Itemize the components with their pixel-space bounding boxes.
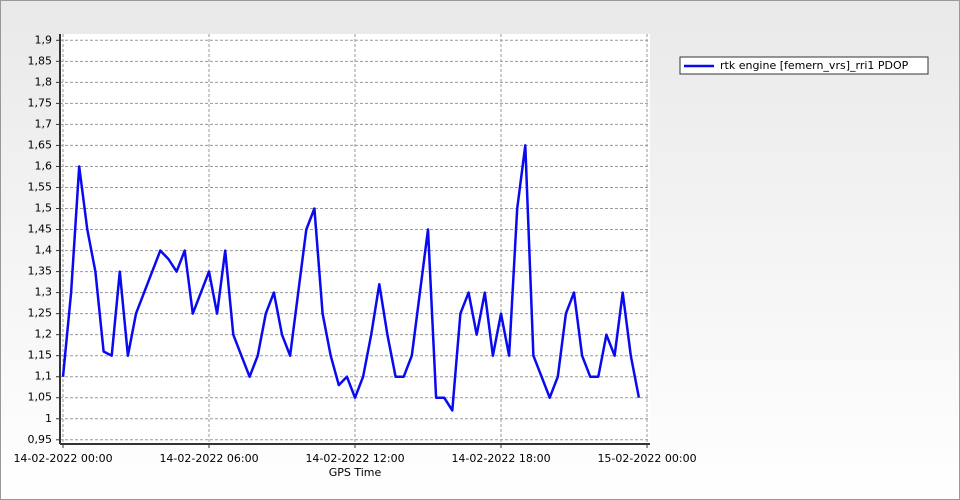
y-tick-label: 1,85: [28, 54, 53, 67]
y-tick-label: 1,6: [35, 159, 53, 172]
y-tick-label: 1,45: [28, 223, 53, 236]
y-tick-label: 1,4: [35, 244, 53, 257]
data-line: [61, 144, 641, 412]
y-tick-label: 1,7: [35, 117, 53, 130]
y-tick-label: 1,25: [28, 307, 53, 320]
y-tick-label: 1,35: [28, 265, 53, 278]
y-tick-label: 1,8: [35, 75, 53, 88]
x-tick-label: 15-02-2022 00:00: [597, 452, 696, 465]
y-tick-label: 0,95: [28, 433, 53, 446]
y-tick-label: 1,5: [35, 202, 53, 215]
y-tick-label: 1,65: [28, 138, 53, 151]
y-tick-label: 1,15: [28, 349, 53, 362]
y-tick-label: 1,2: [35, 328, 53, 341]
y-tick-label: 1,9: [35, 33, 53, 46]
y-tick-label: 1,55: [28, 180, 53, 193]
x-tick-label: 14-02-2022 00:00: [13, 452, 112, 465]
x-tick-label: 14-02-2022 18:00: [451, 452, 550, 465]
x-tick-label: 14-02-2022 12:00: [305, 452, 404, 465]
legend-box: [679, 56, 929, 75]
legend-label: rtk engine [femern_vrs]_rri1 PDOP: [720, 59, 909, 72]
y-tick-label: 1,3: [35, 286, 53, 299]
y-tick-label: 1,1: [35, 370, 53, 383]
x-tick-label: 14-02-2022 06:00: [159, 452, 258, 465]
y-tick-label: 1,05: [28, 391, 53, 404]
x-axis-title: GPS Time: [329, 466, 382, 479]
y-tick-label: 1,75: [28, 96, 53, 109]
y-tick-label: 1: [45, 412, 52, 425]
